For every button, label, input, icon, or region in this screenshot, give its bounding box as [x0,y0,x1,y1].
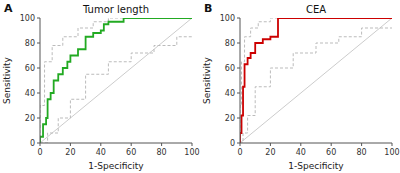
tick [37,68,40,69]
tick [37,18,40,19]
tick [237,93,240,94]
tick-label: 0 [30,139,35,148]
tick-label: 0 [37,148,42,157]
x-axis [40,143,192,144]
tick-label: 20 [25,114,35,123]
tick [192,143,193,146]
tick [100,143,101,146]
tick-label: 100 [184,148,199,157]
panel-label: A [4,2,13,15]
tick-label: 0 [230,139,235,148]
tick-label: 100 [384,148,399,157]
y-axis [240,18,241,143]
tick-label: 80 [25,39,35,48]
tick-label: 80 [357,148,367,157]
panel-label: B [204,2,212,15]
tick [300,143,301,146]
interval-line [240,28,392,143]
tick-label: 20 [265,148,275,157]
interval-line [40,18,192,143]
tick [361,143,362,146]
reference-line [40,18,192,143]
tick-label: 20 [65,148,75,157]
panel: 0 20 40 60 80 100 0 20 40 60 80 100 1-Specificity Sen… [202,2,400,171]
y-axis [40,18,41,143]
x-axis [240,143,392,144]
tick-label: 100 [220,14,235,23]
tick [237,143,240,144]
tick-label: 100 [20,14,35,23]
tick-label: 40 [225,89,235,98]
panel: 0 20 40 60 80 100 0 20 40 60 80 100 1-Specificity Sen… [2,2,200,171]
figure: 0 20 40 60 80 100 0 20 40 60 80 100 1-Specificity Sen… [0,0,400,173]
tick [37,143,40,144]
tick [237,68,240,69]
tick [37,43,40,44]
x-axis-label: 1-Specificity [88,161,144,171]
interval-line [40,37,192,143]
tick [270,143,271,146]
title: CEA [306,4,326,15]
tick-label: 60 [25,64,35,73]
tick-label: 40 [296,148,306,157]
plot-area [240,18,392,143]
tick [37,93,40,94]
tick-label: 40 [25,89,35,98]
interval-line [240,18,392,143]
title: Tumor length [82,4,149,15]
tick-label: 80 [225,39,235,48]
y-axis-label: Sensitivity [2,56,12,104]
tick-label: 60 [326,148,336,157]
tick-label: 60 [126,148,136,157]
tick [392,143,393,146]
tick [37,118,40,119]
plot-area [40,18,192,143]
tick [237,43,240,44]
tick [237,118,240,119]
tick [161,143,162,146]
tick-label: 80 [157,148,167,157]
tick [331,143,332,146]
roc-curve [240,18,392,143]
tick [237,18,240,19]
tick-label: 20 [225,114,235,123]
x-axis-label: 1-Specificity [288,161,344,171]
y-axis-label: Sensitivity [202,56,212,104]
tick-label: 40 [96,148,106,157]
tick [131,143,132,146]
tick [70,143,71,146]
tick-label: 0 [237,148,242,157]
reference-line [240,18,392,143]
tick-label: 60 [225,64,235,73]
roc-curve [40,18,192,143]
